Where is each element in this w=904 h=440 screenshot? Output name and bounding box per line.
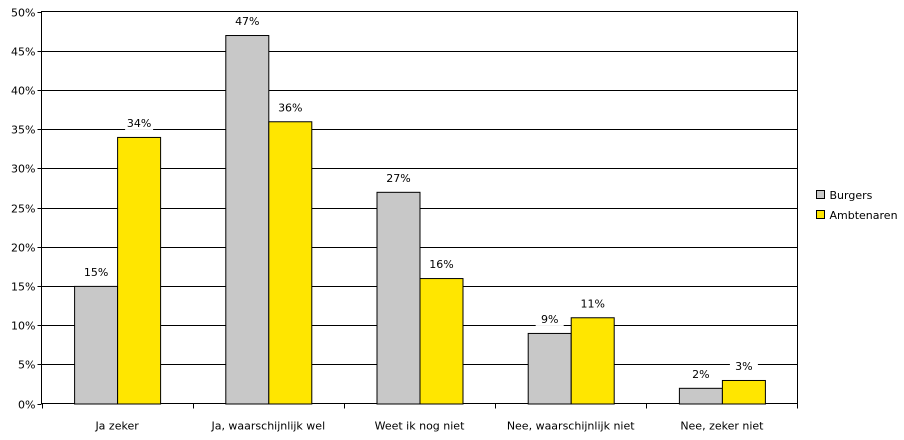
data-label-burgers-ja-waarschijnlijk-wel: 47% [235,15,259,28]
data-label-bg [384,171,413,185]
data-label-bg [535,312,564,326]
data-label-burgers-nee-waarschijnlijk-niet: 9% [541,313,558,326]
x-tick-label-weet-ik-nog-niet: Weet ik nog niet [375,420,465,433]
data-label-ambtenaren-ja-waarschijnlijk-wel: 36% [278,101,302,114]
x-tick-label-nee-waarschijnlijk-niet: Nee, waarschijnlijk niet [507,420,635,433]
bar-burgers-weet-ik-nog-niet [376,191,421,405]
y-tick-label: 20% [11,242,35,255]
data-labels: 15% 34% 47% 36% 27% 16% 9% 11% 2% 3% [82,15,758,381]
bars [74,35,766,405]
data-label-bg [233,15,262,29]
bar-ambtenaren-nee-waarschijnlijk-niet [570,317,615,405]
y-tick-label: 40% [11,85,35,98]
y-tick-label: 5% [18,359,35,372]
bar-burgers-nee-waarschijnlijk-niet [527,332,572,405]
y-tick-label: 10% [11,320,35,333]
x-tick-label-ja-zeker: Ja zeker [94,420,139,433]
bar-burgers-ja-zeker [74,285,119,405]
bar-ambtenaren-nee-zeker-niet [721,379,766,405]
axes: 0% 5% 10% 15% 20% 25% 30% 35% 40% 45% 50% Ja zeker J… [11,7,798,433]
data-label-ambtenaren-nee-zeker-niet: 3% [735,360,752,373]
y-tick-label: 25% [11,203,35,216]
data-label-ambtenaren-ja-zeker: 34% [127,117,151,130]
y-tick-label: 50% [11,7,35,20]
data-label-bg [427,258,456,272]
bar-ambtenaren-ja-zeker [117,136,162,405]
data-label-bg [578,297,607,311]
data-label-bg [276,101,305,115]
data-label-bg [729,359,758,373]
data-label-bg [82,265,111,279]
data-label-bg [686,367,715,381]
data-label-burgers-nee-zeker-niet: 2% [692,368,709,381]
legend: Burgers Ambtenaren [816,189,898,222]
data-label-burgers-weet-ik-nog-niet: 27% [386,172,410,185]
y-tick-label: 15% [11,281,35,294]
x-tick-label-ja-waarschijnlijk-wel: Ja, waarschijnlijk wel [210,420,325,433]
x-tick-label-nee-zeker-niet: Nee, zeker niet [680,420,764,433]
y-tick-label: 35% [11,124,35,137]
bar-burgers-ja-waarschijnlijk-wel [225,35,270,405]
bar-ambtenaren-ja-waarschijnlijk-wel [268,121,313,405]
y-tick-label: 0% [18,399,35,412]
legend-label-burgers: Burgers [830,189,873,202]
bar-burgers-nee-zeker-niet [678,387,723,405]
data-label-burgers-ja-zeker: 15% [84,266,108,279]
legend-swatch-burgers [816,190,825,199]
y-tick-label: 30% [11,163,35,176]
bar-ambtenaren-weet-ik-nog-niet [419,278,464,405]
data-label-bg [125,116,154,130]
legend-swatch-ambtenaren [816,210,825,219]
data-label-ambtenaren-weet-ik-nog-niet: 16% [429,258,453,271]
legend-label-ambtenaren: Ambtenaren [830,209,898,222]
y-tick-label: 45% [11,46,35,59]
data-label-ambtenaren-nee-waarschijnlijk-niet: 11% [580,297,604,310]
